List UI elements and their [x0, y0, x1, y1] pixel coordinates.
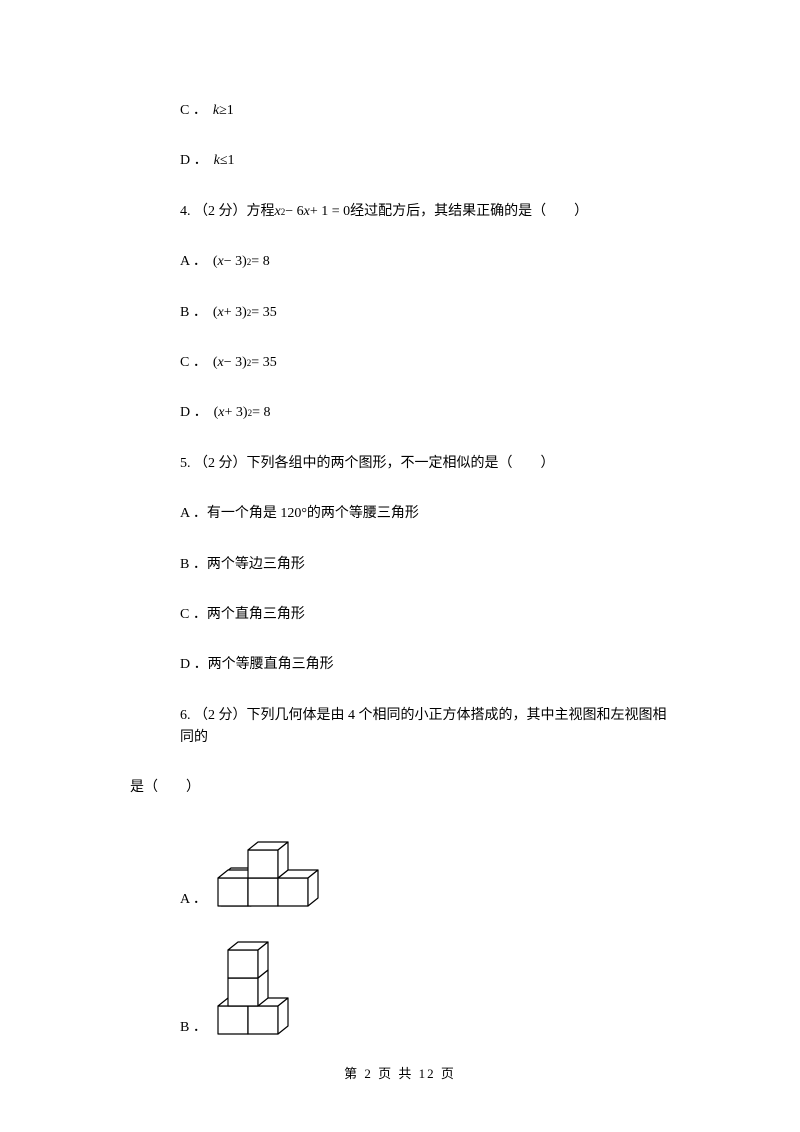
option-label: A ．	[180, 251, 207, 273]
stem-text: 是（ ）	[130, 777, 200, 799]
q5-option-d: D ．两个等腰直角三角形	[130, 654, 670, 676]
cube-figure-a	[213, 828, 333, 908]
option-text: D ．两个等腰直角三角形	[180, 654, 334, 676]
option-label: C ．	[180, 100, 207, 122]
option-text: B ．两个等边三角形	[180, 554, 305, 576]
q4-option-b: B ． ( x + 3)2 = 35	[130, 302, 670, 324]
eq-mid: − 6	[285, 201, 303, 223]
stem-prefix: 4. （2 分）方程	[180, 201, 275, 223]
q3-option-d: D ． k ≤ 1	[130, 150, 670, 172]
option-label: C ．	[180, 352, 207, 374]
q5-option-c: C ．两个直角三角形	[130, 604, 670, 626]
option-label: D ．	[180, 150, 208, 172]
option-label: B ．	[180, 302, 207, 324]
q3-option-c: C ． k ≥ 1	[130, 100, 670, 122]
q6-option-b: B ．	[130, 936, 670, 1036]
p-mid: − 3)	[224, 251, 247, 273]
eq-tail: + 1 = 0	[310, 201, 350, 223]
q6-stem-line2: 是（ ）	[130, 777, 670, 799]
p-mid: + 3)	[224, 302, 247, 324]
p-mid: + 3)	[225, 402, 248, 424]
p-rhs: = 8	[251, 251, 269, 273]
page-content: C ． k ≥ 1 D ． k ≤ 1 4. （2 分）方程 x2 − 6 x …	[0, 0, 800, 1124]
q6-stem-line1: 6. （2 分）下列几何体是由 4 个相同的小正方体搭成的，其中主视图和左视图相…	[130, 705, 670, 750]
p-rhs: = 35	[251, 352, 276, 374]
option-label: A ．	[180, 888, 207, 908]
p-mid: − 3)	[224, 352, 247, 374]
q4-option-a: A ． ( x − 3)2 = 8	[130, 251, 670, 273]
math-rel: ≤	[220, 150, 228, 172]
q4-stem: 4. （2 分）方程 x2 − 6 x + 1 = 0 经过配方后，其结果正确的…	[130, 201, 670, 223]
page-footer: 第 2 页 共 12 页	[0, 1063, 800, 1082]
q5-option-b: B ．两个等边三角形	[130, 554, 670, 576]
footer-text: 第 2 页 共 12 页	[344, 1066, 456, 1081]
cube-figure-b	[213, 936, 313, 1036]
option-text: C ．两个直角三角形	[180, 604, 305, 626]
p-rhs: = 8	[252, 402, 270, 424]
option-label: D ．	[180, 402, 208, 424]
stem-text: 5. （2 分）下列各组中的两个图形，不一定相似的是（ ）	[180, 453, 555, 475]
q4-option-c: C ． ( x − 3)2 = 35	[130, 352, 670, 374]
stem-suffix: 经过配方后，其结果正确的是（ ）	[350, 201, 588, 223]
q5-stem: 5. （2 分）下列各组中的两个图形，不一定相似的是（ ）	[130, 453, 670, 475]
q6-option-a: A ．	[130, 828, 670, 908]
p-rhs: = 35	[251, 302, 276, 324]
math-rhs: 1	[228, 150, 235, 172]
q5-option-a: A ．有一个角是 120°的两个等腰三角形	[130, 503, 670, 525]
q4-option-d: D ． ( x + 3)2 = 8	[130, 402, 670, 424]
option-text: A ．有一个角是 120°的两个等腰三角形	[180, 503, 419, 525]
stem-text: 6. （2 分）下列几何体是由 4 个相同的小正方体搭成的，其中主视图和左视图相…	[180, 705, 670, 750]
math-rhs: 1	[227, 100, 234, 122]
option-label: B ．	[180, 1016, 207, 1036]
math-rel: ≥	[219, 100, 227, 122]
